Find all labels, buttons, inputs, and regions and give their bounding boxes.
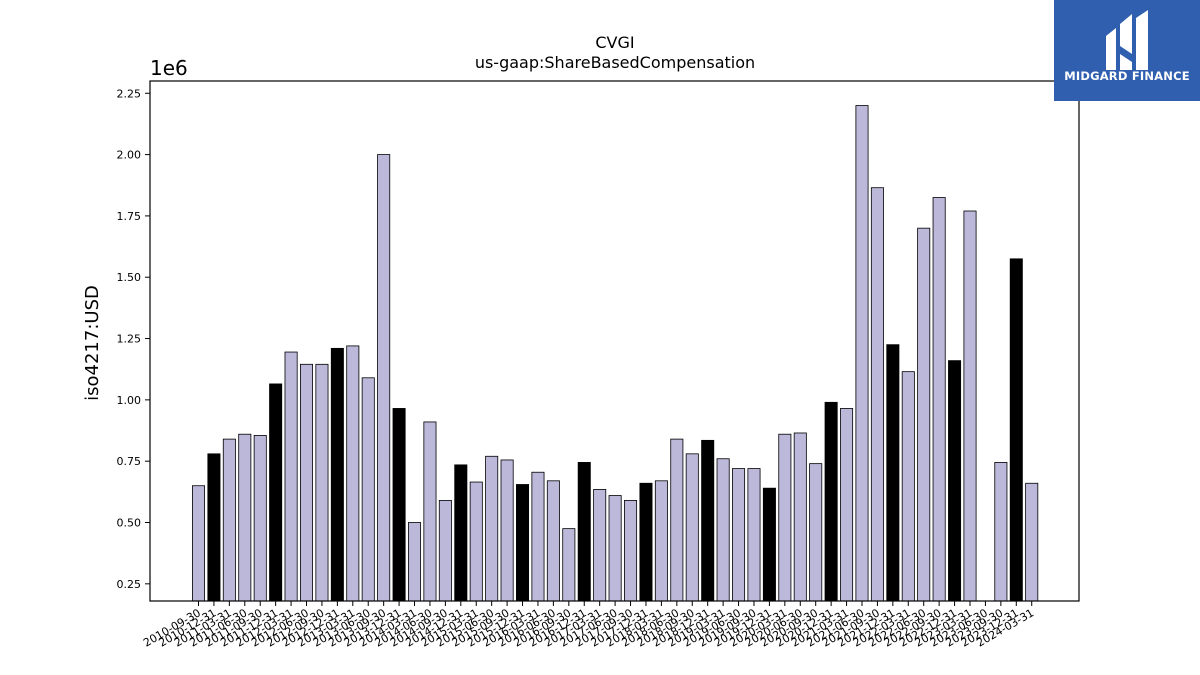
- bar-2020-03-31: [778, 433, 792, 602]
- logo-name: MIDGARD FINANCE: [1064, 69, 1190, 83]
- bar-2011-06-30: [238, 433, 252, 602]
- bar-2015-06-30: [485, 455, 499, 602]
- y-tick-label: 0.50: [117, 517, 142, 530]
- bar-2021-03-31: [840, 408, 854, 602]
- bar-2014-06-30: [423, 421, 437, 602]
- chart-subtitle: us-gaap:ShareBasedCompensation: [475, 53, 755, 72]
- y-tick-label: 0.25: [117, 578, 142, 591]
- bar-2011-12-31: [269, 383, 283, 602]
- bar-2013-06-30: [361, 377, 375, 602]
- y-tick-label: 0.75: [117, 455, 142, 468]
- bar-2018-12-31: [701, 439, 715, 602]
- bar-2014-03-31: [408, 522, 422, 602]
- bar-2018-09-30: [685, 453, 699, 602]
- bar-2024-03-31: [1025, 482, 1039, 602]
- bar-2020-06-30: [793, 432, 807, 602]
- bar-2017-06-30: [608, 495, 622, 602]
- bars-group: [191, 105, 1039, 602]
- bar-2017-09-30: [624, 500, 638, 602]
- bar-2015-03-31: [469, 481, 483, 602]
- plot-frame: [149, 80, 1080, 602]
- bar-2013-03-31: [346, 345, 360, 602]
- bar-2013-12-31: [392, 408, 406, 602]
- bar-2018-06-30: [670, 438, 684, 602]
- bar-2019-12-31: [762, 487, 776, 602]
- y-tick-label: 1.25: [117, 333, 142, 346]
- midgard-finance-logo: MIDGARD FINANCE: [1054, 0, 1200, 101]
- y-axis-label: iso4217:USD: [82, 285, 103, 401]
- bar-2011-09-30: [253, 435, 267, 602]
- bar-2020-09-30: [809, 463, 823, 602]
- bar-2012-12-31: [330, 347, 344, 602]
- bar-2010-09-30: [191, 485, 205, 602]
- bar-2021-12-31: [886, 344, 900, 602]
- bar-2019-03-31: [716, 458, 730, 602]
- y-tick-label: 1.75: [117, 210, 142, 223]
- y-axis-multiplier: 1e6: [150, 56, 188, 80]
- bar-2015-09-30: [500, 459, 514, 602]
- bar-2016-03-31: [531, 471, 545, 602]
- bar-2021-09-30: [870, 187, 884, 602]
- bar-2012-09-30: [315, 363, 329, 602]
- bar-2018-03-31: [654, 480, 668, 602]
- bar-2014-12-31: [454, 464, 468, 602]
- bar-2011-03-31: [222, 438, 236, 602]
- bar-2022-03-31: [901, 371, 915, 602]
- bar-2023-09-30: [994, 462, 1008, 602]
- bar-2017-03-31: [593, 488, 607, 602]
- y-tick-label: 1.50: [117, 271, 142, 284]
- bar-2022-06-30: [917, 227, 931, 602]
- bar-2013-09-30: [377, 154, 391, 602]
- logo-mark-icon: [1106, 10, 1148, 70]
- bar-2021-06-30: [855, 105, 869, 602]
- bar-2020-12-31: [824, 401, 838, 602]
- y-tick-label: 2.00: [117, 149, 142, 162]
- bar-2014-09-30: [438, 500, 452, 602]
- chart-title: CVGI: [595, 33, 634, 52]
- y-axis-ticks: 0.25 0.50 0.75 1.00 1.25 1.50 1.75 2.00 2.25: [117, 87, 150, 591]
- y-tick-label: 1.00: [117, 394, 142, 407]
- y-tick-label: 2.25: [117, 87, 142, 100]
- bar-2016-12-31: [577, 462, 591, 602]
- bar-2015-12-31: [516, 484, 530, 602]
- bar-2023-03-31: [963, 210, 977, 602]
- bar-2019-06-30: [732, 468, 746, 602]
- bar-2022-09-30: [932, 197, 946, 602]
- bar-2016-09-30: [562, 528, 576, 602]
- x-axis-ticks: 2010-09-302010-12-312011-03-312011-06-30…: [141, 601, 1036, 650]
- bar-2010-12-31: [207, 453, 221, 602]
- bar-2023-12-31: [1009, 258, 1023, 602]
- bar-2019-09-30: [747, 468, 761, 602]
- bar-2017-12-31: [639, 482, 653, 602]
- bar-2022-12-31: [948, 360, 962, 602]
- bar-2016-06-30: [546, 480, 560, 602]
- bar-2012-03-31: [284, 351, 298, 602]
- bar-2012-06-30: [300, 363, 314, 602]
